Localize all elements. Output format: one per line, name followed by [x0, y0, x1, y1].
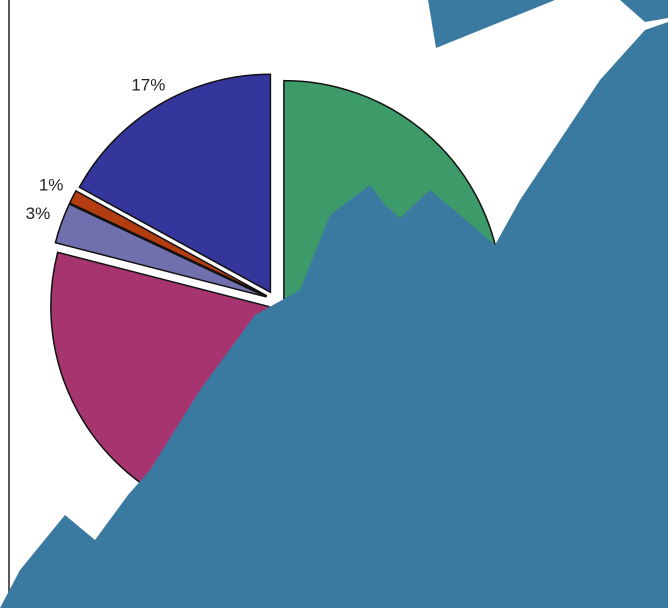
overlay-shape: [0, 22, 668, 608]
pie-slice: [78, 73, 272, 294]
overlay-shape: [620, 0, 668, 22]
overlay-shape: [428, 0, 555, 48]
overlay-shape: [300, 185, 495, 290]
data-label: 1%: [39, 175, 64, 194]
pie-slice: [54, 203, 267, 298]
pie-slice: [68, 189, 268, 297]
data-label: 17%: [131, 75, 165, 94]
data-label: 3%: [26, 204, 51, 223]
